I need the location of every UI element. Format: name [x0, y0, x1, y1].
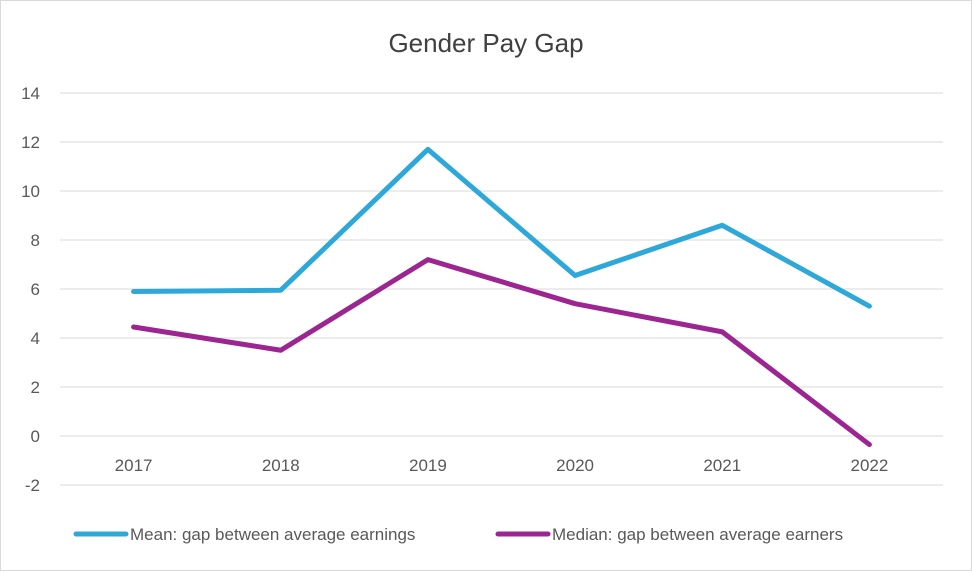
y-tick-label: -2: [25, 476, 40, 495]
y-tick-label: 14: [21, 84, 40, 103]
x-tick-label: 2022: [851, 456, 889, 475]
y-tick-label: 4: [31, 329, 40, 348]
y-tick-label: 12: [21, 133, 40, 152]
y-tick-label: 2: [31, 378, 40, 397]
y-tick-label: 6: [31, 280, 40, 299]
legend-label: Mean: gap between average earnings: [130, 525, 415, 544]
y-tick-label: 8: [31, 231, 40, 250]
x-tick-label: 2018: [262, 456, 300, 475]
y-tick-label: 0: [31, 427, 40, 446]
series-line-mean: [131, 146, 872, 309]
x-tick-label: 2020: [556, 456, 594, 475]
series-line-median: [131, 257, 872, 448]
y-tick-label: 10: [21, 182, 40, 201]
chart-title: Gender Pay Gap: [388, 28, 583, 58]
x-tick-label: 2019: [409, 456, 447, 475]
x-tick-label: 2021: [703, 456, 741, 475]
x-tick-label: 2017: [115, 456, 153, 475]
legend-label: Median: gap between average earners: [552, 525, 843, 544]
